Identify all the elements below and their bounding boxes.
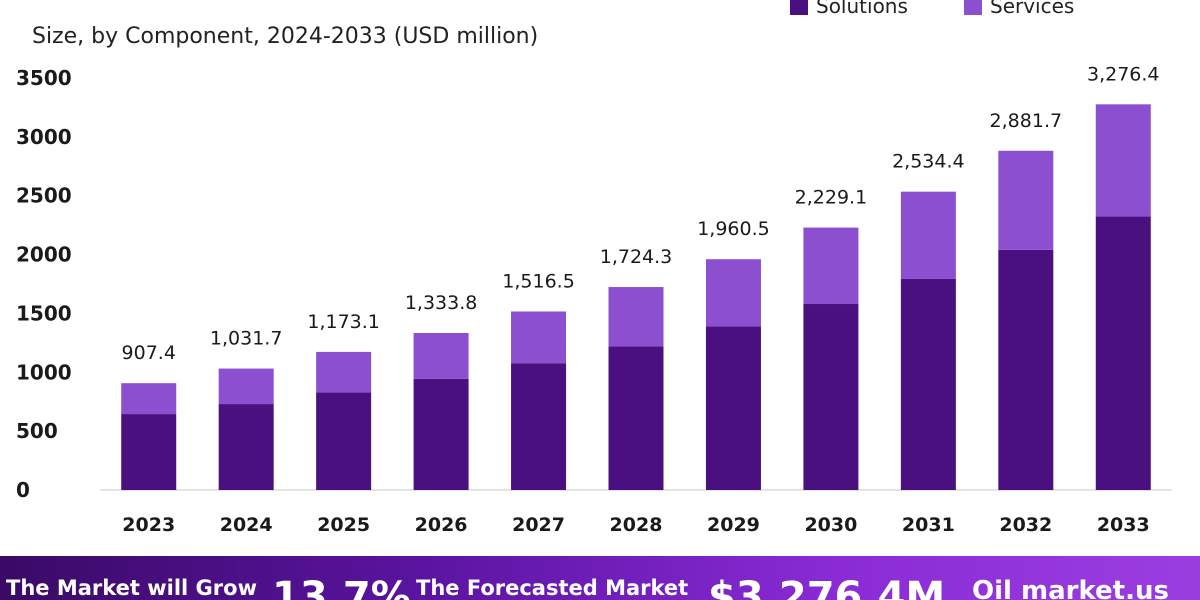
legend-swatch-services [964, 0, 982, 15]
bar-total-label: 2,881.7 [990, 110, 1063, 132]
x-tick-label: 2028 [610, 514, 663, 536]
y-tick-label: 2000 [16, 243, 72, 267]
y-tick-label: 500 [16, 419, 58, 443]
bar-total-label: 1,516.5 [502, 270, 575, 292]
footer-banner: The Market will Grow 13.7% The Forecaste… [0, 556, 1200, 600]
chart-subtitle: Size, by Component, 2024-2033 (USD milli… [32, 24, 539, 49]
x-tick-label: 2024 [220, 514, 273, 536]
bar-segment-services [900, 191, 956, 279]
x-tick-label: 2033 [1097, 514, 1150, 536]
x-tick-label: 2026 [415, 514, 468, 536]
footer-forecast-text: The Forecasted Market [416, 576, 689, 600]
bar-segment-solutions [900, 278, 956, 490]
bar-total-label: 1,333.8 [405, 292, 478, 314]
bar-total-label: 3,276.4 [1087, 63, 1160, 85]
x-tick-label: 2029 [707, 514, 760, 536]
bar-segment-solutions [998, 249, 1054, 490]
legend-swatch-solutions [790, 0, 808, 15]
legend-item-solutions: Solutions [790, 0, 908, 18]
x-tick-label: 2030 [804, 514, 857, 536]
bar-segment-services [1095, 104, 1151, 217]
bar-segment-services [608, 287, 664, 347]
bar-segment-services [218, 368, 274, 405]
bar-segment-solutions [218, 404, 274, 490]
bar-segment-solutions [705, 326, 761, 490]
x-tick-label: 2032 [999, 514, 1052, 536]
bar-total-label: 907.4 [122, 342, 176, 364]
bar-segment-solutions [511, 363, 567, 490]
bar-total-label: 1,031.7 [210, 328, 283, 350]
bar-segment-services [121, 383, 177, 415]
bar-total-label: 1,724.3 [600, 246, 673, 268]
x-tick-label: 2031 [902, 514, 955, 536]
y-tick-label: 3500 [16, 66, 72, 90]
legend-label-solutions: Solutions [816, 0, 908, 18]
bar-segment-solutions [1095, 216, 1151, 491]
bar-segment-solutions [608, 346, 664, 490]
bar-segment-services [998, 150, 1054, 250]
bar-total-label: 1,960.5 [697, 218, 770, 240]
footer-growth-value: 13.7% [272, 574, 411, 600]
bar-total-label: 1,173.1 [307, 311, 380, 333]
bar-segment-services [413, 332, 469, 379]
x-tick-label: 2027 [512, 514, 565, 536]
x-tick-label: 2025 [317, 514, 370, 536]
y-tick-label: 1000 [16, 360, 72, 384]
footer-brand: Oil market.us [972, 576, 1169, 600]
chart-header: Size, by Component, 2024-2033 (USD milli… [0, 0, 1200, 60]
bar-segment-solutions [316, 392, 372, 490]
bar-total-label: 2,534.4 [892, 151, 965, 173]
x-tick-label: 2023 [122, 514, 175, 536]
bar-segment-solutions [803, 304, 859, 490]
legend-label-services: Services [990, 0, 1075, 18]
y-tick-label: 2500 [16, 184, 72, 208]
stacked-bar-chart: 0 500 1000 1500 2000 2500 3000 3500 907.4 2023 1,0… [16, 63, 1172, 536]
bar-segment-solutions [121, 414, 177, 490]
bar-segment-services [316, 351, 372, 393]
y-tick-label: 3000 [16, 125, 72, 149]
footer-growth-text: The Market will Grow [6, 576, 257, 600]
bar-segment-solutions [413, 378, 469, 490]
legend-item-services: Services [964, 0, 1074, 18]
y-tick-label: 0 [16, 478, 30, 502]
y-tick-label: 1500 [16, 301, 72, 325]
bar-segment-services [803, 227, 859, 305]
bar-total-label: 2,229.1 [795, 187, 868, 209]
footer-forecast-value: $3,276.4M [708, 574, 946, 600]
bar-segment-services [511, 311, 567, 364]
bar-segment-services [705, 259, 761, 327]
